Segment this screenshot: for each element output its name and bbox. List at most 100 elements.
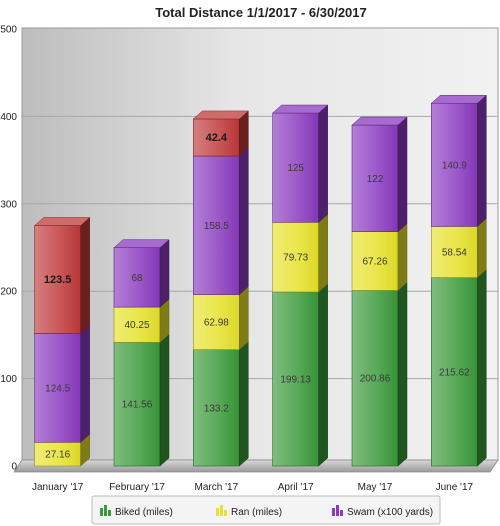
bar-side	[397, 116, 408, 233]
x-tick-label: May '17	[358, 482, 393, 493]
bar-segment-swam: 158.5	[193, 147, 249, 296]
bar-segment-swam: 124.5	[34, 324, 90, 443]
bar-segment-ran: 58.54	[431, 217, 487, 279]
bar-top	[192, 110, 249, 120]
legend-label: Ran (miles)	[231, 507, 282, 518]
bar-segment-other: 42.4	[192, 110, 249, 157]
value-label: 199.13	[280, 374, 311, 385]
y-axis: 0 100 200 300 400 500	[0, 25, 17, 473]
bar-side	[80, 324, 90, 443]
bar-front	[431, 277, 478, 467]
value-label: 79.73	[283, 253, 308, 264]
bar-side	[477, 268, 487, 467]
bar-top	[113, 239, 170, 248]
gridlines	[22, 115, 498, 380]
bar-side	[159, 333, 170, 467]
bar-front	[272, 291, 319, 467]
value-label: 58.54	[442, 247, 467, 258]
x-tick-label: February '17	[109, 482, 165, 493]
bar-front	[193, 155, 240, 295]
legend: Biked (miles) Ran (miles) Swam (x100 yards…	[100, 505, 433, 518]
bar-segment-swam: 140.9	[430, 94, 487, 227]
bar-segment-biked: 215.62	[431, 268, 487, 467]
x-tick-label: March '17	[195, 482, 239, 493]
x-tick-label: June '17	[436, 482, 474, 493]
bar-chart-icon	[100, 505, 111, 516]
bar-front	[193, 118, 240, 157]
value-label: 42.4	[206, 132, 228, 144]
value-label: 158.5	[204, 221, 229, 232]
y-tick-label: 300	[0, 199, 17, 210]
bar-segment-biked: 133.2	[193, 341, 249, 467]
bar-side	[318, 213, 328, 293]
bar-front	[193, 349, 240, 467]
bar-segment-ran: 79.73	[272, 213, 328, 293]
legend-item-swam: Swam (x100 yards)	[332, 505, 433, 518]
x-axis: January '17 February '17 March '17 April '1…	[32, 482, 474, 493]
value-label: 215.62	[439, 367, 470, 378]
bar-segment-swam: 125	[272, 104, 329, 223]
bar-side	[477, 217, 487, 279]
value-label: 124.5	[45, 383, 70, 394]
bar-front	[351, 124, 399, 232]
bar-front	[351, 290, 399, 467]
x-tick-label: April '17	[278, 482, 314, 493]
bar-side	[239, 147, 249, 296]
legend-label: Swam (x100 yards)	[347, 507, 433, 518]
value-label: 125	[287, 163, 304, 174]
value-label: 40.25	[124, 320, 149, 331]
legend-box	[91, 495, 441, 525]
bar-segment-ran: 67.26	[351, 223, 408, 292]
bar-segment-ran: 40.25	[113, 298, 170, 343]
bar-top	[34, 217, 91, 226]
bar-side	[397, 281, 408, 467]
legend-item-ran: Ran (miles)	[216, 505, 282, 518]
bar-side	[159, 239, 170, 308]
bar-segment-swam: 122	[351, 116, 408, 233]
bar-chart-icon	[216, 505, 227, 516]
value-label: 123.5	[44, 274, 72, 286]
bar-top	[351, 116, 408, 126]
plot-floor	[13, 459, 499, 473]
bar-side	[397, 223, 408, 292]
bar-segment-swam: 68	[113, 239, 170, 308]
legend-label: Biked (miles)	[115, 507, 173, 518]
value-label: 133.2	[204, 403, 229, 414]
x-tick-label: January '17	[32, 482, 84, 493]
bar-side	[477, 94, 487, 227]
y-tick-label: 200	[0, 287, 17, 298]
bar-top	[430, 94, 487, 104]
value-label: 200.86	[360, 374, 391, 385]
value-label: 68	[131, 273, 143, 284]
bar-side	[239, 341, 249, 467]
value-label: 122	[367, 174, 384, 185]
value-label: 27.16	[45, 450, 70, 461]
bar-segment-ran: 27.16	[34, 433, 90, 467]
bar-segment-other: 123.5	[34, 216, 91, 335]
bar-chart-icon	[332, 505, 343, 516]
bar-front	[34, 225, 81, 334]
legend-item-biked: Biked (miles)	[100, 505, 173, 518]
bar-front	[113, 341, 161, 467]
y-tick-label: 500	[0, 25, 17, 36]
chart-title: Total Distance 1/1/2017 - 6/30/2017	[155, 5, 367, 20]
bar-side	[318, 283, 328, 467]
bar-front	[431, 102, 478, 227]
bar-side	[239, 285, 249, 351]
value-label: 62.98	[204, 318, 229, 329]
bar-front	[113, 306, 161, 343]
bars: 27.16 124.5 123.5 141.56 40.25 68 133.2 62.98 15…	[34, 94, 487, 467]
bar-segment-biked: 199.13	[272, 283, 328, 467]
bar-front	[272, 112, 319, 223]
bar-side	[318, 104, 328, 223]
bar-segment-biked: 200.86	[351, 281, 408, 467]
y-tick-label: 0	[11, 462, 17, 473]
value-label: 67.26	[362, 257, 387, 268]
bar-segment-biked: 141.56	[113, 333, 170, 467]
plot-background	[21, 27, 499, 461]
y-tick-label: 100	[0, 374, 17, 385]
bar-side	[80, 216, 90, 335]
value-label: 141.56	[122, 400, 153, 411]
value-label: 140.9	[442, 160, 467, 171]
